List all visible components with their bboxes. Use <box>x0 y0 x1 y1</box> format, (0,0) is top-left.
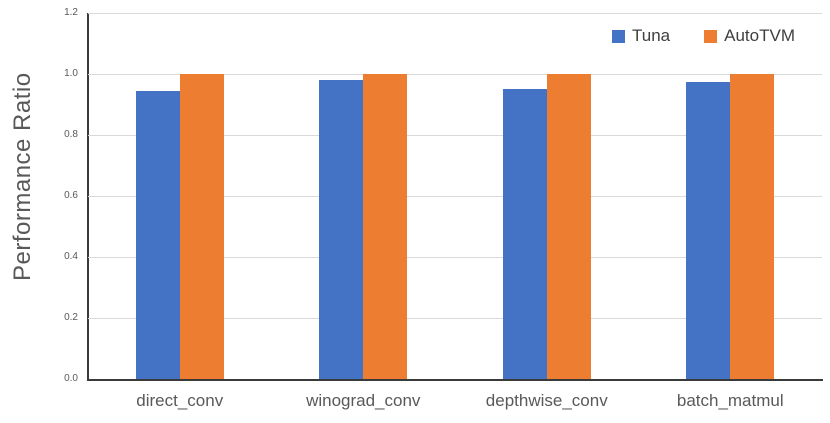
y-tick-label-0.6: 0.6 <box>64 190 78 201</box>
gridline-y-0.2 <box>88 318 822 319</box>
y-tick-label-0.8: 0.8 <box>64 129 78 140</box>
legend-label-tuna: Tuna <box>632 26 671 45</box>
bar-autotvm-depthwise_conv <box>546 74 591 379</box>
gridline-y-0.6 <box>88 196 822 197</box>
legend: Tuna AutoTVM <box>612 26 795 46</box>
legend-swatch-tuna-icon <box>612 29 625 43</box>
x-axis-line <box>87 379 823 381</box>
legend-swatch-autotvm-icon <box>704 29 718 43</box>
x-category-label-winograd_conv: winograd_conv <box>306 391 421 410</box>
bar-autotvm-batch_matmul <box>730 74 775 379</box>
plot-area <box>88 13 822 379</box>
y-axis-line <box>87 13 89 381</box>
bar-autotvm-direct_conv <box>179 74 224 379</box>
x-category-label-depthwise_conv: depthwise_conv <box>485 391 608 410</box>
y-tick-label-0.2: 0.2 <box>64 312 78 323</box>
bar-tuna-winograd_conv <box>319 80 364 379</box>
x-category-label-batch_matmul: batch_matmul <box>676 391 784 410</box>
y-tick-label-0.4: 0.4 <box>64 251 78 262</box>
bar-tuna-depthwise_conv <box>502 89 547 379</box>
y-tick-label-1.2: 1.2 <box>64 7 78 18</box>
y-tick-label-1.0: 1.0 <box>64 68 78 79</box>
x-category-label-direct_conv: direct_conv <box>136 391 224 410</box>
y-tick-label-0.0: 0.0 <box>64 373 78 384</box>
gridline-y-0.8 <box>88 135 822 136</box>
gridline-y-0.4 <box>88 257 822 258</box>
gridline-y-1.2 <box>88 13 822 14</box>
y-axis-title: Performance Ratio <box>9 72 36 282</box>
legend-label-autotvm: AutoTVM <box>724 26 795 45</box>
bar-tuna-batch_matmul <box>686 81 731 379</box>
legend-item-autotvm: AutoTVM <box>704 26 795 46</box>
gridline-y-1.0 <box>88 74 822 75</box>
bar-tuna-direct_conv <box>135 90 180 379</box>
legend-item-tuna: Tuna <box>612 26 670 46</box>
bar-autotvm-winograd_conv <box>363 74 408 379</box>
